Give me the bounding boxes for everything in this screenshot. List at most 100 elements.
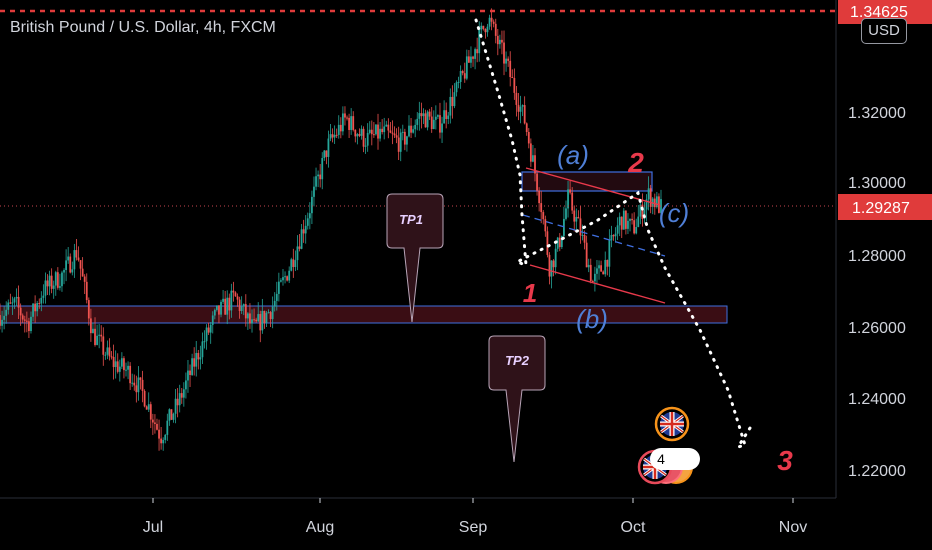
- candle-body: [527, 131, 530, 144]
- candle-body: [123, 358, 125, 371]
- candle-body: [79, 260, 82, 269]
- candle-body: [15, 296, 18, 299]
- candle-body: [633, 220, 636, 234]
- candle-body: [46, 280, 49, 287]
- candle-body: [52, 285, 55, 289]
- candle-body: [424, 113, 427, 128]
- candle-body: [224, 298, 227, 315]
- candle-body: [358, 134, 361, 136]
- channel-mid-dashed-line: [522, 214, 666, 257]
- candle-body: [474, 49, 476, 59]
- candle-body: [232, 290, 235, 293]
- candle-body: [263, 310, 266, 323]
- candle-body: [139, 377, 142, 380]
- candle-body: [381, 128, 384, 133]
- candle-body: [377, 124, 379, 139]
- candle-body: [387, 124, 390, 131]
- candle-body: [166, 420, 169, 435]
- candle-body: [77, 257, 80, 261]
- candle-body: [519, 106, 522, 112]
- candle-body: [286, 276, 289, 281]
- candle-body: [395, 135, 398, 138]
- y-tick-1.30000: 1.30000: [848, 175, 906, 192]
- candle-body: [344, 113, 346, 118]
- candle-body: [594, 273, 596, 282]
- candle-body: [403, 131, 406, 145]
- candle-body: [296, 246, 299, 261]
- candle-body: [618, 216, 621, 226]
- candle-body: [470, 56, 472, 63]
- candle-body: [399, 132, 402, 152]
- high-price-label: 1.34625: [850, 4, 908, 21]
- candle-body: [350, 116, 353, 131]
- candle-body: [302, 229, 305, 234]
- candle-body: [467, 56, 470, 63]
- candle-body: [317, 174, 320, 177]
- candle-body: [422, 113, 425, 117]
- candle-body: [178, 393, 181, 406]
- candle-body: [207, 327, 210, 333]
- candle-body: [383, 126, 386, 133]
- candle-body: [645, 199, 648, 210]
- candle-body: [59, 286, 61, 288]
- candle-body: [552, 260, 555, 268]
- candle-body: [544, 219, 547, 232]
- candle-body: [389, 130, 392, 133]
- candle-body: [441, 123, 443, 133]
- candle-body: [290, 259, 293, 271]
- candle-body: [503, 42, 505, 64]
- candle-body: [61, 272, 63, 287]
- x-tick-sep: Sep: [459, 519, 488, 536]
- candle-body: [620, 216, 623, 230]
- candle-body: [356, 134, 359, 137]
- candle-body: [116, 361, 119, 372]
- candle-body: [565, 208, 567, 219]
- candle-body: [655, 196, 658, 208]
- candle-body: [288, 270, 291, 281]
- candle-body: [172, 413, 175, 420]
- candle-body: [465, 56, 468, 79]
- candle-body: [249, 313, 251, 324]
- candle-body: [48, 275, 51, 287]
- candle-body: [339, 124, 342, 132]
- candle-body: [329, 134, 332, 139]
- candle-body: [583, 234, 586, 243]
- candle-body: [327, 138, 330, 157]
- candle-body: [265, 312, 268, 323]
- candle-body: [410, 125, 412, 133]
- candle-body: [337, 124, 340, 135]
- candle-body: [496, 35, 499, 45]
- candle-body: [362, 128, 365, 147]
- candle-body: [193, 358, 196, 367]
- candle-body: [255, 319, 258, 322]
- candle-body: [195, 352, 198, 367]
- currency-button[interactable]: USD: [861, 18, 907, 44]
- candle-body: [191, 358, 194, 375]
- candle-body: [501, 39, 503, 43]
- candle-body: [94, 328, 96, 345]
- candle-body: [354, 129, 357, 137]
- candle-body: [160, 438, 163, 444]
- candle-body: [110, 356, 113, 358]
- candle-body: [579, 218, 582, 236]
- event-count-badge: [650, 448, 700, 470]
- candle-body: [540, 203, 543, 213]
- candle-body: [571, 192, 574, 211]
- candle-body: [478, 29, 481, 54]
- uk-flag-event-group-icon[interactable]: 4: [637, 448, 700, 485]
- candle-body: [13, 298, 16, 303]
- candle-body: [447, 115, 450, 119]
- uk-flag-event-icon[interactable]: [654, 406, 690, 442]
- candle-body: [341, 113, 344, 132]
- candle-body: [525, 123, 528, 132]
- candle-body: [187, 370, 189, 381]
- candle-body: [21, 315, 24, 320]
- candle-body: [149, 404, 152, 420]
- candle-body: [280, 280, 282, 282]
- candle-body: [348, 117, 350, 131]
- y-tick-1.22000: 1.22000: [848, 463, 906, 480]
- candle-body: [259, 314, 262, 331]
- candle-body: [600, 265, 602, 272]
